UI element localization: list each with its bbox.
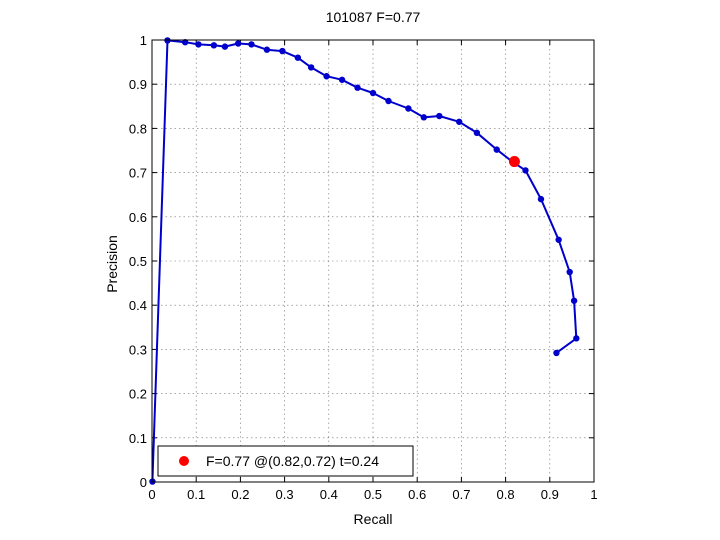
data-point xyxy=(338,76,346,83)
series-group xyxy=(149,37,580,485)
legend: F=0.77 @(0.82,0.72) t=0.24 xyxy=(157,445,414,477)
y-tick-label: 0.6 xyxy=(129,210,147,225)
data-point xyxy=(570,297,578,304)
data-point xyxy=(537,195,545,203)
chart-title: 101087 F=0.77 xyxy=(326,9,421,25)
y-tick-label: 0.8 xyxy=(129,121,147,136)
x-tick-label: 0.9 xyxy=(541,487,559,502)
y-tick-label: 0.2 xyxy=(129,387,147,402)
data-point xyxy=(405,105,412,112)
data-point xyxy=(195,41,202,48)
x-tick-label: 0.3 xyxy=(276,487,294,502)
x-axis-title: Recall xyxy=(354,511,393,527)
data-point xyxy=(555,236,562,243)
data-point xyxy=(210,42,218,49)
data-point xyxy=(436,112,443,120)
data-point xyxy=(566,268,573,276)
y-tick-label: 1 xyxy=(140,33,147,48)
x-tick-label: 0.8 xyxy=(497,487,515,502)
axis-ticks: 0 0.1 0.2 0.3 0.4 0.5 0.6 0.7 0.8 0.9 1 0 0.1 0.2 0.3 0… xyxy=(129,33,598,502)
x-tick-label: 1 xyxy=(590,487,597,502)
data-point xyxy=(573,335,580,342)
data-point xyxy=(354,84,361,91)
data-point xyxy=(263,46,271,53)
data-point xyxy=(221,43,229,50)
y-axis-title: Precision xyxy=(104,235,120,293)
x-tick-label: 0.4 xyxy=(320,487,338,502)
x-tick-label: 0.5 xyxy=(364,487,382,502)
y-tick-label: 0.7 xyxy=(129,166,147,181)
data-point xyxy=(234,40,242,47)
y-tick-label: 0.9 xyxy=(129,77,147,92)
grid xyxy=(152,40,594,482)
data-point xyxy=(279,47,286,55)
y-tick-label: 0.3 xyxy=(129,342,147,357)
x-tick-label: 0.7 xyxy=(452,487,470,502)
data-point xyxy=(323,73,330,80)
legend-marker xyxy=(179,456,189,466)
data-point xyxy=(473,129,481,137)
data-point xyxy=(420,114,428,121)
data-point xyxy=(385,97,392,105)
y-tick-label: 0.5 xyxy=(129,254,147,269)
data-point xyxy=(307,64,315,71)
x-tick-label: 0 xyxy=(148,487,155,502)
y-tick-label: 0.1 xyxy=(129,431,147,446)
plot-frame xyxy=(151,39,595,483)
data-point xyxy=(294,54,302,61)
data-point xyxy=(493,146,500,153)
data-point xyxy=(553,349,560,357)
y-tick-label: 0 xyxy=(140,475,147,490)
x-tick-label: 0.6 xyxy=(408,487,426,502)
y-tick-label: 0.4 xyxy=(129,298,147,313)
data-point xyxy=(455,118,463,125)
data-point xyxy=(181,39,189,46)
legend-box xyxy=(157,445,414,477)
data-point xyxy=(248,41,255,48)
x-tick-label: 0.2 xyxy=(231,487,249,502)
best-f-point xyxy=(508,156,520,168)
legend-label: F=0.77 @(0.82,0.72) t=0.24 xyxy=(206,453,379,469)
data-point xyxy=(369,89,377,97)
data-point xyxy=(522,167,529,174)
x-tick-label: 0.1 xyxy=(187,487,205,502)
